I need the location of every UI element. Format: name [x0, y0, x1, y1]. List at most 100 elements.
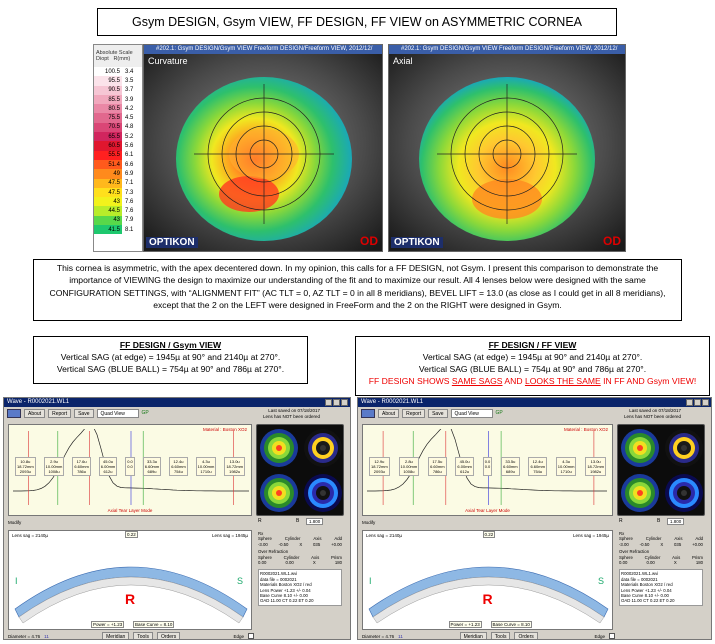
- or-value[interactable]: 0.00: [285, 560, 294, 566]
- measurement-value: 18.72mm: [587, 464, 604, 469]
- view-select[interactable]: Quad View: [450, 408, 493, 418]
- lens-info-line: data file = 0002021: [621, 576, 658, 582]
- display-mode-r[interactable]: R: [619, 518, 623, 524]
- scale-radius: 4.2: [125, 105, 134, 112]
- about-button[interactable]: About: [378, 408, 400, 418]
- scale-row: 65.5 5.2: [94, 132, 142, 142]
- measurement-box: 33.5u 6.60mm 689u: [501, 457, 520, 476]
- report-button[interactable]: Report: [48, 408, 72, 418]
- inferior-label: I: [369, 576, 372, 586]
- rx-header: Rx: [258, 531, 264, 536]
- about-button[interactable]: About: [24, 408, 46, 418]
- tab-tools[interactable]: Tools: [133, 631, 153, 639]
- over-refraction-header: Over Refraction: [258, 549, 289, 555]
- over-refraction-header: Over Refraction: [619, 549, 650, 555]
- ring-radius-field[interactable]: 1.800: [667, 518, 685, 525]
- save-button[interactable]: Save: [74, 408, 94, 418]
- rx-value[interactable]: -0.50: [639, 541, 650, 547]
- or-value[interactable]: 180: [334, 560, 342, 566]
- rx-column-label: Axis: [674, 536, 683, 542]
- rx-info-panel: Rx Sphere Cylinder Axis Add -3.00 -0.50 X 035 +0.…: [617, 530, 705, 638]
- rx-columns: Sphere Cylinder Axis Add: [619, 536, 703, 541]
- ring-maps-panel: [256, 424, 344, 516]
- measurement-value: 45.0u: [459, 459, 470, 464]
- display-mode-r[interactable]: R: [258, 518, 262, 524]
- measurement-value: 6.60mm: [503, 464, 518, 469]
- measurement-value: 786u: [77, 469, 87, 474]
- measurement-box: 2.9u 10.00mm 1008u: [43, 457, 65, 476]
- minimize-button[interactable]: [686, 399, 693, 406]
- rx-value[interactable]: -3.00: [619, 541, 629, 547]
- measurement-value: 1710u: [200, 469, 212, 474]
- view-select[interactable]: Quad View: [96, 408, 139, 418]
- close-button[interactable]: [341, 399, 348, 406]
- or-value[interactable]: 0.00: [258, 560, 267, 566]
- tab-orders[interactable]: Orders: [156, 631, 181, 639]
- maximize-button[interactable]: [333, 399, 340, 406]
- rx-value[interactable]: X: [660, 541, 664, 547]
- superior-label: S: [236, 576, 243, 586]
- maximize-button[interactable]: [694, 399, 701, 406]
- scale-swatch: 90.5: [94, 85, 122, 95]
- scale-radius: 7.3: [125, 189, 134, 196]
- rx-value[interactable]: -0.50: [278, 541, 289, 547]
- rx-value[interactable]: 035: [674, 541, 682, 547]
- rx-value[interactable]: 035: [313, 541, 321, 547]
- edge-checkbox[interactable]: [609, 633, 615, 639]
- display-mode-b[interactable]: B: [296, 518, 300, 524]
- rx-value[interactable]: X: [299, 541, 303, 547]
- scale-row: 80.5 4.2: [94, 104, 142, 114]
- or-column-label: Prism: [692, 554, 703, 560]
- rx-value[interactable]: -3.00: [258, 541, 268, 547]
- measurement-value: 1710u: [560, 469, 572, 474]
- save-button[interactable]: Save: [428, 408, 448, 418]
- window-controls: [325, 399, 348, 406]
- minimize-button[interactable]: [325, 399, 332, 406]
- tab-orders[interactable]: Orders: [514, 631, 538, 639]
- or-value[interactable]: X: [312, 560, 316, 566]
- scale-radius: 7.9: [125, 217, 134, 224]
- curvature-map-image: [144, 54, 382, 251]
- scale-title: Absolute Scale: [96, 50, 133, 56]
- lens-cornea-arc: [14, 566, 248, 624]
- rx-value[interactable]: +0.00: [692, 541, 703, 547]
- or-value[interactable]: 0.00: [619, 560, 628, 566]
- window-title-bar[interactable]: Wave - R0002021.WL1: [358, 398, 711, 407]
- toolbar: About Report Save Quad View GP: [4, 407, 350, 419]
- scale-radius: 4.5: [125, 115, 134, 122]
- measurement-value: 2.9u: [50, 459, 58, 464]
- rx-column-label: Add: [695, 536, 703, 542]
- gp-label: GP: [495, 410, 503, 416]
- report-button[interactable]: Report: [402, 408, 426, 418]
- lens-info-line: Base Curve 8.10 +/- 0.00: [260, 593, 308, 599]
- measurement-value: 13.0u: [590, 459, 601, 464]
- scale-radius: 5.6: [125, 143, 134, 150]
- measurement-box: 33.3u 6.60mm 689u: [142, 457, 162, 476]
- diameter-value: 11: [44, 633, 49, 639]
- ring-radius-field[interactable]: 1.800: [306, 518, 324, 525]
- or-value[interactable]: X: [673, 560, 677, 566]
- or-columns: Sphere Cylinder Axis Prism: [619, 555, 703, 560]
- measurement-value: 1982u: [229, 469, 241, 474]
- window-title: Wave - R0002021.WL1: [7, 399, 70, 405]
- window-title-bar[interactable]: Wave - R0002021.WL1: [4, 398, 350, 407]
- or-value[interactable]: 0.00: [646, 560, 655, 566]
- or-value[interactable]: 180: [695, 560, 703, 566]
- close-button[interactable]: [702, 399, 709, 406]
- modify-label[interactable]: Modify: [8, 520, 22, 525]
- wave-window-right: Wave - R0002021.WL1 About Report Save Quad V…: [357, 397, 712, 640]
- rx-value[interactable]: +0.00: [331, 541, 342, 547]
- measurement-row: 10.8u 18.72mm 2093u 2.9u 10.00mm 1008u 17.6u 6.…: [15, 457, 245, 476]
- measurement-value: 10.00mm: [45, 464, 63, 469]
- modify-label[interactable]: Modify: [362, 520, 376, 525]
- tab-meridian[interactable]: Meridian: [102, 631, 130, 639]
- sag-profile-panel: Material : Boston XO2 10.8u 18.72mm 2093u 2.…: [8, 424, 252, 516]
- tab-tools[interactable]: Tools: [490, 631, 511, 639]
- scale-swatch: 43: [94, 197, 122, 207]
- scale-swatch: 47.5: [94, 187, 122, 198]
- scale-swatch: 49: [94, 169, 122, 179]
- scale-swatch: 100.5: [94, 67, 122, 77]
- edge-checkbox[interactable]: [248, 633, 254, 639]
- tab-meridian[interactable]: Meridian: [459, 631, 487, 639]
- display-mode-b[interactable]: B: [657, 518, 661, 524]
